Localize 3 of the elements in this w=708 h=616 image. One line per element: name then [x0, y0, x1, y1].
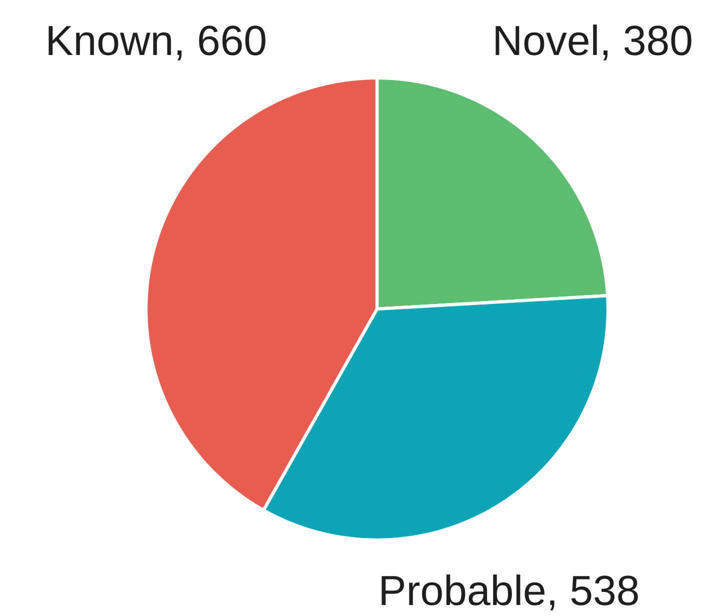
slice-label: Novel, 380: [496, 24, 692, 60]
slice-label: Known, 660: [48, 26, 266, 60]
slice-label: Probable, 538: [382, 574, 638, 610]
